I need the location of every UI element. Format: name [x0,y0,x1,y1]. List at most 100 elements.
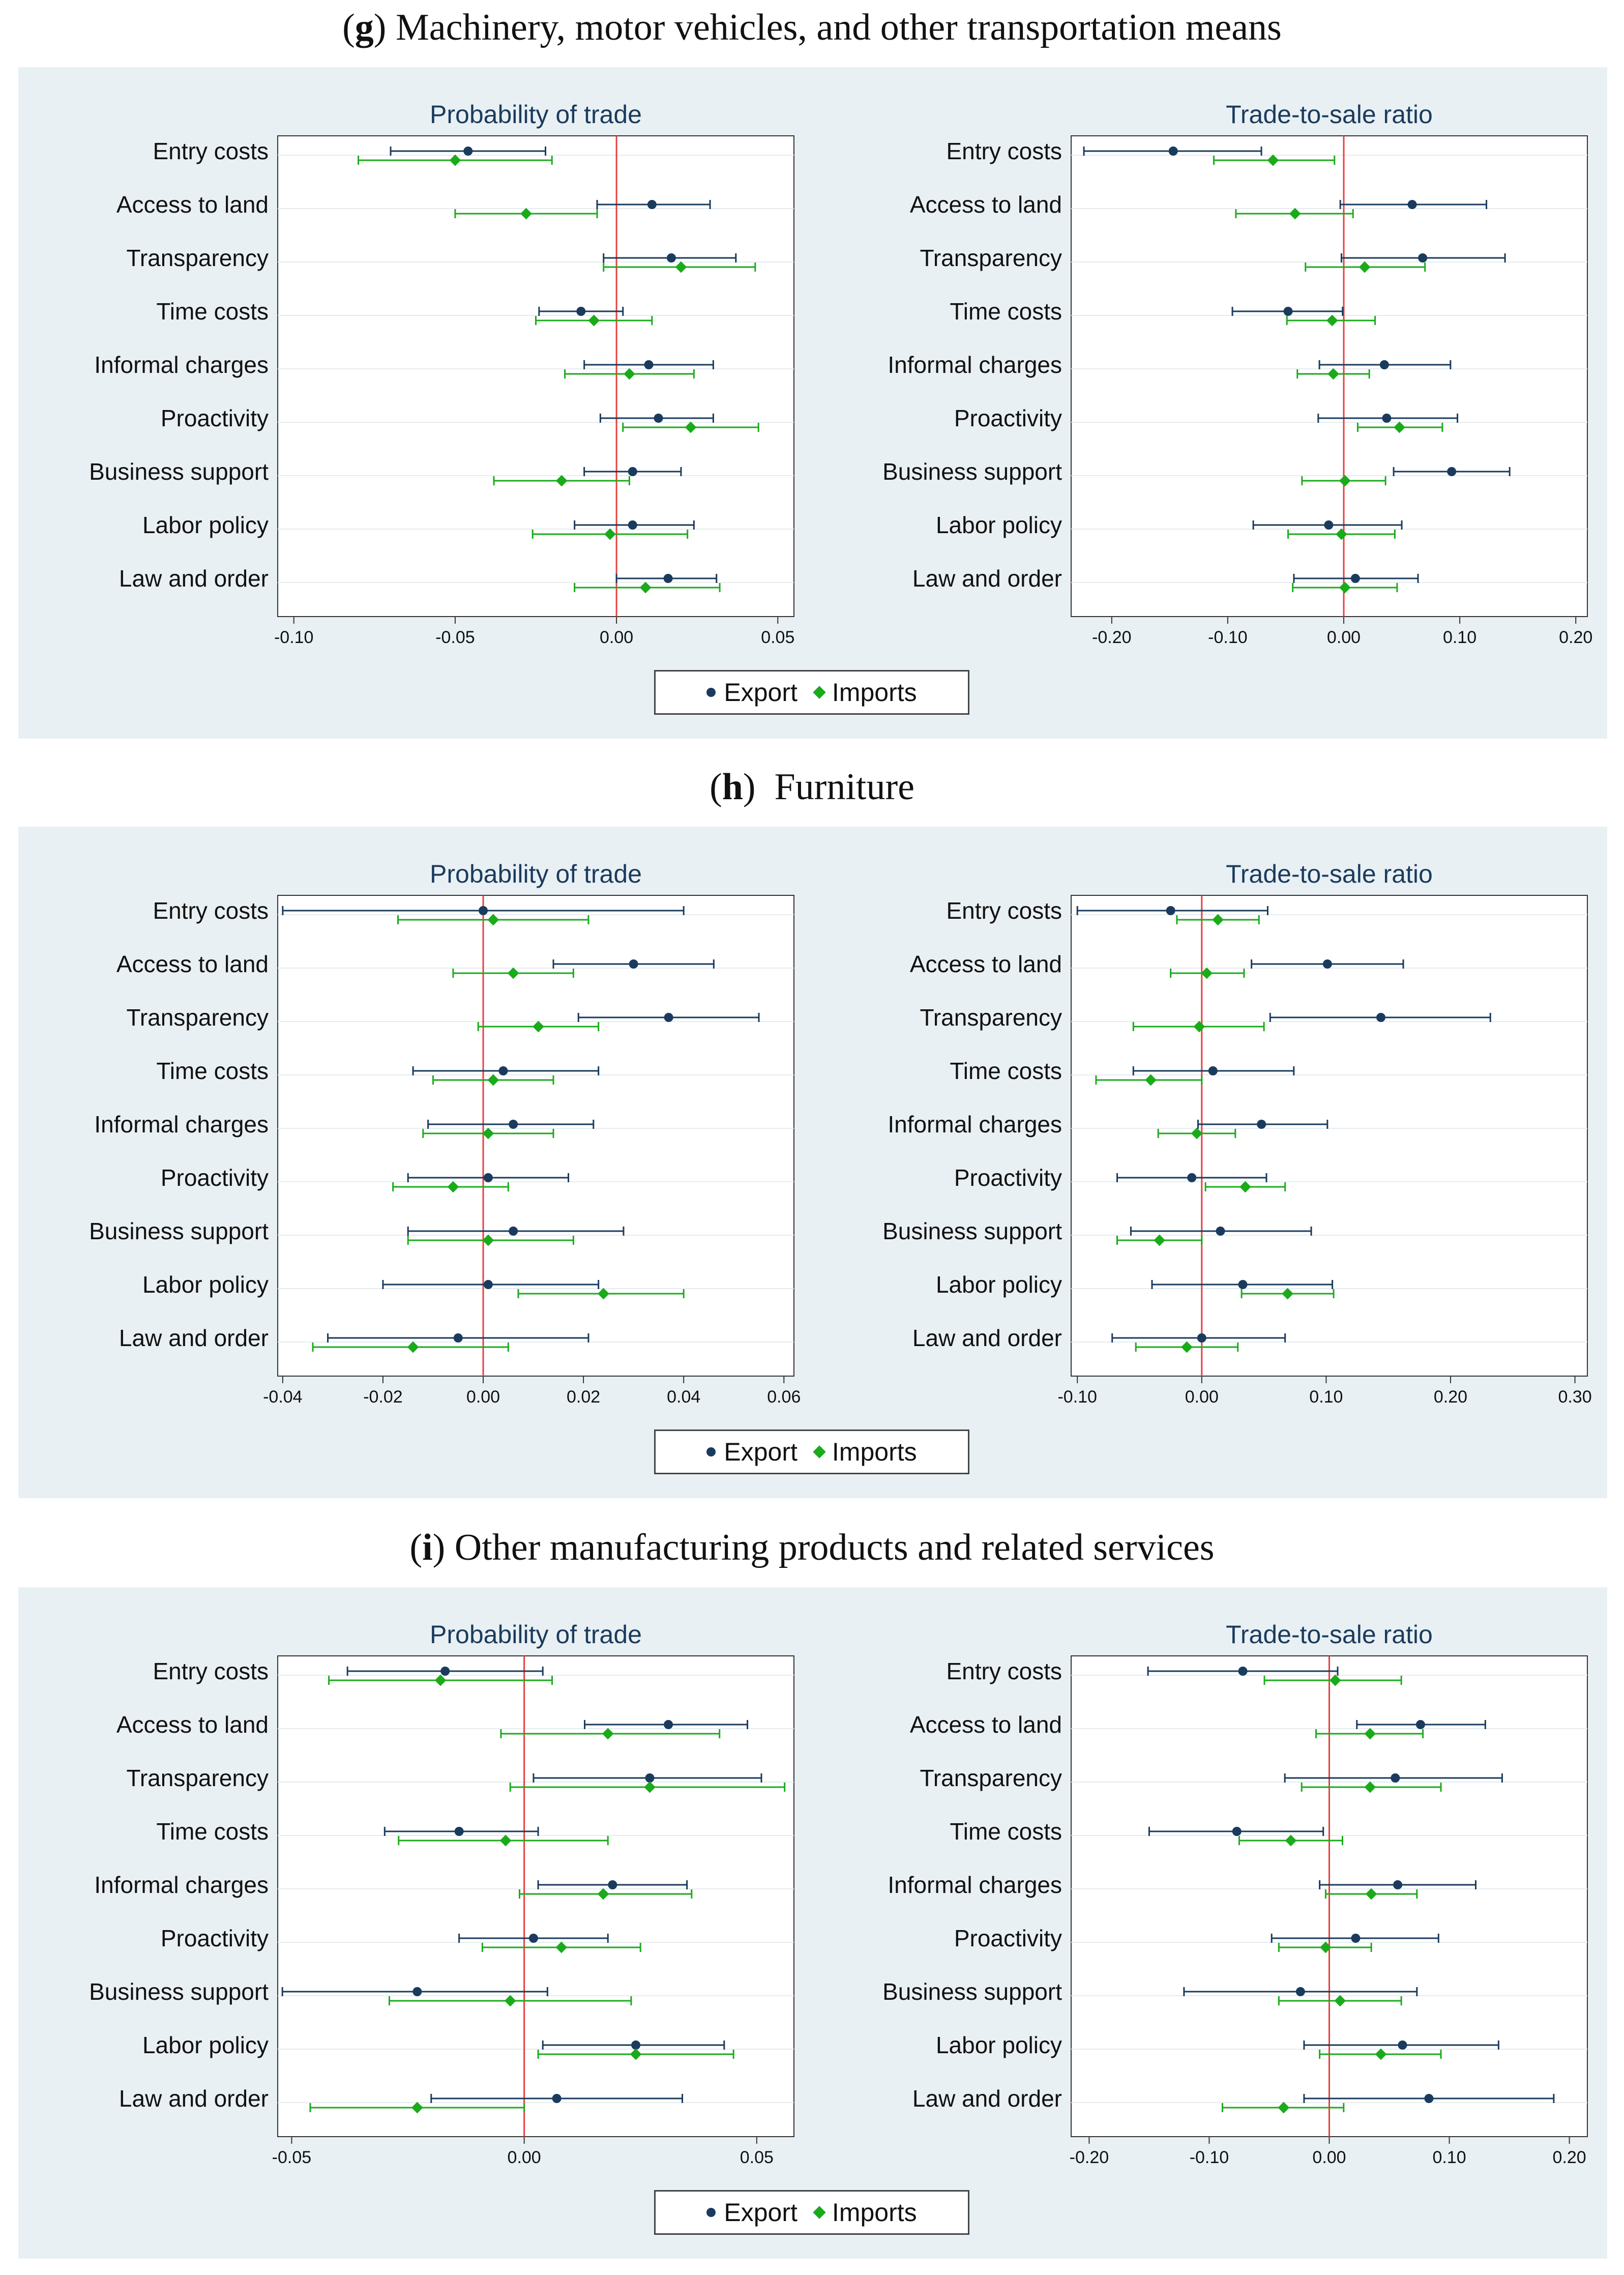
export-point [1208,1066,1218,1075]
export-point [1424,2094,1434,2103]
x-tick-label: -0.10 [1208,628,1248,647]
export-point [552,2094,562,2103]
imports-point [504,1995,516,2007]
category-label: Entry costs [946,897,1062,924]
category-label: Informal charges [888,1111,1062,1138]
plot-area [277,895,794,1377]
category-label: Labor policy [936,512,1062,538]
export-point [498,1066,508,1075]
chart-i-ratio: Trade-to-sale ratio Entry costs Access to … [882,1620,1588,2167]
chart-h-probability: Probability of trade Entry costs Access to… [89,860,801,1407]
chart-i-probability: Probability of trade Entry costs Access to… [89,1620,794,2167]
x-tick-label: 0.10 [1432,2148,1466,2167]
legend-export-label: Export [724,678,798,707]
imports-point [507,967,519,979]
plot-area [277,135,794,617]
figure-caption-h: (h) Furniture [710,766,914,808]
x-tick-label: -0.10 [1190,2148,1229,2167]
category-label: Informal charges [94,352,269,378]
legend-imports-label: Imports [832,678,917,707]
export-point [1379,360,1389,369]
category-label: Time costs [156,1818,269,1845]
category-label: Law and order [912,1325,1062,1351]
imports-point [675,261,687,273]
category-label: Informal charges [94,1872,269,1898]
export-point [509,1227,518,1236]
imports-point [434,1674,447,1686]
x-tick-label: 0.06 [767,1387,801,1407]
export-point [453,1333,463,1343]
caption-text: Furniture [755,766,914,808]
category-label: Labor policy [936,1271,1062,1298]
export-point [1166,906,1175,915]
legend-imports-label: Imports [832,1438,917,1466]
x-tick-label: -0.02 [363,1387,403,1407]
imports-point [1364,1728,1376,1740]
category-label: Proactivity [954,405,1062,431]
category-label: Informal charges [888,1872,1062,1898]
imports-marker-icon [813,2206,826,2219]
chart-title: Trade-to-sale ratio [1226,860,1433,888]
export-point [440,1667,450,1676]
category-label: Law and order [912,2085,1062,2112]
export-marker-icon [706,2208,716,2217]
export-point [1415,1720,1425,1729]
figure-panel-h: Probability of trade Entry costs Access to… [18,827,1607,1498]
category-label: Transparency [920,245,1062,271]
export-point [628,520,637,530]
export-point [1393,1880,1403,1889]
export-point [1257,1120,1266,1129]
imports-point [644,1781,656,1793]
x-tick-label: -0.05 [435,628,475,647]
export-point [528,1934,538,1943]
export-point [483,1280,493,1289]
export-point [1324,520,1334,530]
category-label: Informal charges [94,1111,269,1138]
legend-imports-label: Imports [832,2198,917,2227]
category-label: Law and order [912,565,1062,592]
x-tick-label: 0.00 [1327,628,1361,647]
caption-text: Other manufacturing products and related… [445,1527,1215,1568]
imports-point [1320,1941,1332,1953]
category-label: Proactivity [161,405,269,431]
category-label: Business support [89,458,269,485]
plot-area [1071,895,1588,1377]
imports-point [1239,1181,1251,1193]
imports-point [447,1181,459,1193]
export-point [576,307,586,316]
x-tick-label: 0.10 [1443,628,1477,647]
imports-point [533,1020,544,1033]
x-tick-label: 0.20 [1559,628,1592,647]
x-tick-label: 0.05 [740,2148,774,2167]
x-tick-label: -0.20 [1092,628,1132,647]
imports-point [1193,1020,1205,1033]
x-tick-label: 0.00 [1312,2148,1346,2167]
export-point [663,574,673,583]
export-point [628,467,637,476]
imports-point [1359,261,1371,273]
figure-panel-g: Probability of trade Entry costs Access to… [18,67,1607,739]
legend-item-imports: Imports [813,678,917,707]
imports-point [588,314,600,327]
chart-title: Probability of trade [430,1620,642,1649]
export-point [1197,1333,1206,1343]
category-label: Labor policy [936,2032,1062,2058]
category-label: Transparency [920,1004,1062,1031]
figure-caption-g: (g) Machinery, motor vehicles, and other… [342,7,1282,48]
figure-panel-i: Probability of trade Entry costs Access to… [18,1587,1607,2259]
caption-letter: h [722,766,743,808]
export-point [1350,574,1360,583]
imports-point [1282,1288,1293,1300]
export-point [1322,959,1332,969]
export-point [1283,307,1293,316]
imports-point [1289,208,1301,220]
imports-point [1336,528,1347,540]
imports-point [639,581,652,594]
x-tick-label: 0.00 [600,628,633,647]
imports-point [482,1234,494,1246]
export-point [1295,1987,1305,1996]
legend-item-imports: Imports [813,1437,917,1467]
category-label: Access to land [116,191,269,218]
legend-item-export: Export [706,2198,798,2227]
imports-point [1201,967,1213,979]
